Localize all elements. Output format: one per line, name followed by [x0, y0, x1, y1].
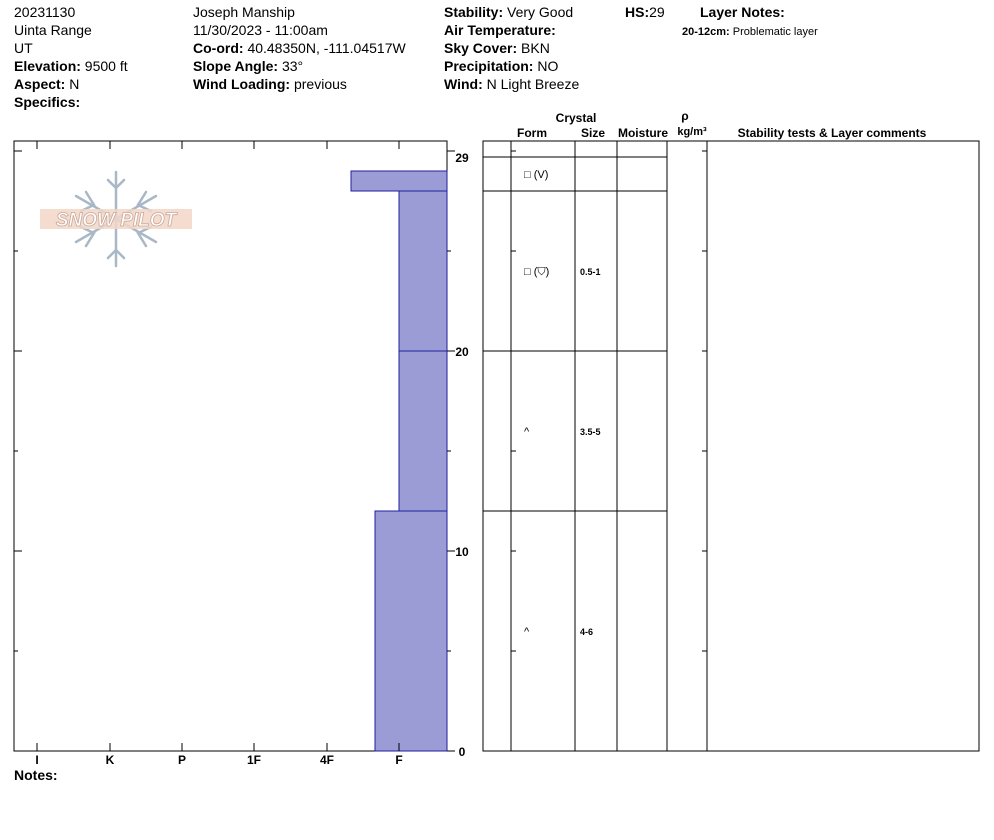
- col-header-stability-comments: Stability tests & Layer comments: [738, 126, 927, 140]
- layer-notes-label: Layer Notes:: [700, 4, 785, 20]
- slope-value: 33°: [281, 58, 304, 74]
- x-tick-label: I: [35, 753, 38, 767]
- specifics-row: Specifics:: [14, 93, 80, 111]
- depth-y-axis: 0 10 20 29: [14, 150, 707, 759]
- wind-loading-value: previous: [293, 76, 347, 92]
- wind-label: Wind:: [444, 76, 483, 92]
- crystal-form: □ (V): [524, 169, 548, 181]
- x-tick-label: P: [178, 753, 186, 767]
- air-temp-row: Air Temperature:: [444, 21, 556, 39]
- mountain-range: Uinta Range: [14, 22, 92, 38]
- aspect-row: Aspect: N: [14, 75, 79, 93]
- layer-table: Crystal Form Size Moisture ρ kg/m³ Stabi…: [482, 109, 980, 752]
- crystal-form: □ (⛉): [524, 266, 549, 278]
- hs-label: HS:: [625, 4, 650, 20]
- layer-note-range: 20-12cm:: [682, 26, 730, 38]
- coord-row: Co-ord: 40.48350N, -111.04517W: [193, 39, 406, 57]
- wind-value: N Light Breeze: [486, 76, 580, 92]
- x-tick-label: 1F: [247, 753, 261, 767]
- obs-date: 20231130: [14, 4, 76, 20]
- precip-value: NO: [537, 58, 559, 74]
- y-tick-label: 10: [455, 545, 469, 559]
- col-header-density-unit: kg/m³: [677, 126, 707, 138]
- logo-banner: [40, 209, 192, 229]
- col-header-size: Size: [581, 126, 605, 140]
- air-temp-label: Air Temperature:: [444, 22, 556, 38]
- sky-value: BKN: [521, 40, 550, 56]
- hardness-bar: [398, 350, 448, 512]
- precip-row: Precipitation: NO: [444, 57, 558, 75]
- wind-loading-label: Wind Loading:: [193, 76, 291, 92]
- hs-value: 29: [649, 4, 665, 20]
- slope-row: Slope Angle: 33°: [193, 57, 303, 75]
- logo-text: SNOW PILOT: [56, 210, 178, 231]
- col-header-moisture: Moisture: [618, 126, 668, 140]
- wind-row: Wind: N Light Breeze: [444, 75, 579, 93]
- elevation-value: 9500 ft: [84, 58, 128, 74]
- stability-label: Stability:: [444, 4, 504, 20]
- coord-label: Co-ord:: [193, 40, 244, 56]
- x-tick-label: F: [395, 753, 402, 767]
- obs-datetime: 11/30/2023 - 11:00am: [193, 22, 328, 38]
- layer-note-item: 20-12cm: Problematic layer: [682, 23, 818, 41]
- hs-row: HS:29: [625, 3, 665, 21]
- table-frame: [482, 140, 980, 752]
- layer-note-text: Problematic layer: [732, 26, 818, 38]
- crystal-form: ^: [524, 626, 530, 638]
- table-rows: □ (V) □ (⛉) 0.5-1 ^ 3.5-5 ^ 4-6: [483, 156, 667, 638]
- aspect-label: Aspect:: [14, 76, 66, 92]
- specifics-label: Specifics:: [14, 94, 81, 110]
- y-tick-label: 29: [455, 151, 469, 165]
- hardness-bars: [350, 170, 448, 752]
- x-tick-label: K: [106, 753, 115, 767]
- hardness-bar: [398, 190, 448, 352]
- elevation-label: Elevation:: [14, 58, 81, 74]
- observer-name: Joseph Manship: [193, 4, 295, 20]
- sky-label: Sky Cover:: [444, 40, 518, 56]
- elevation-row: Elevation: 9500 ft: [14, 57, 128, 75]
- crystal-size: 0.5-1: [580, 267, 601, 277]
- slope-label: Slope Angle:: [193, 58, 279, 74]
- sky-row: Sky Cover: BKN: [444, 39, 550, 57]
- layer-notes-row: Layer Notes:: [700, 3, 785, 21]
- y-tick-label: 20: [455, 345, 469, 359]
- col-header-form: Form: [517, 126, 547, 140]
- hardness-x-axis: I K P 1F 4F F: [35, 141, 403, 767]
- aspect-value: N: [69, 76, 80, 92]
- crystal-form: ^: [524, 426, 530, 438]
- wind-loading-row: Wind Loading: previous: [193, 75, 347, 93]
- notes-label: Notes:: [14, 767, 58, 783]
- crystal-size: 4-6: [580, 627, 593, 637]
- crystal-size: 3.5-5: [580, 427, 601, 437]
- hardness-bar: [374, 510, 448, 752]
- stability-row: Stability: Very Good: [444, 3, 573, 21]
- y-tick-label: 0: [459, 745, 466, 759]
- col-header-crystal: Crystal: [556, 111, 597, 125]
- col-header-rho: ρ: [681, 109, 688, 123]
- hardness-bar: [350, 170, 448, 192]
- coord-value: 40.48350N, -111.04517W: [247, 40, 406, 56]
- state: UT: [14, 40, 33, 56]
- precip-label: Precipitation:: [444, 58, 534, 74]
- x-tick-label: 4F: [320, 753, 334, 767]
- stability-value: Very Good: [507, 4, 574, 20]
